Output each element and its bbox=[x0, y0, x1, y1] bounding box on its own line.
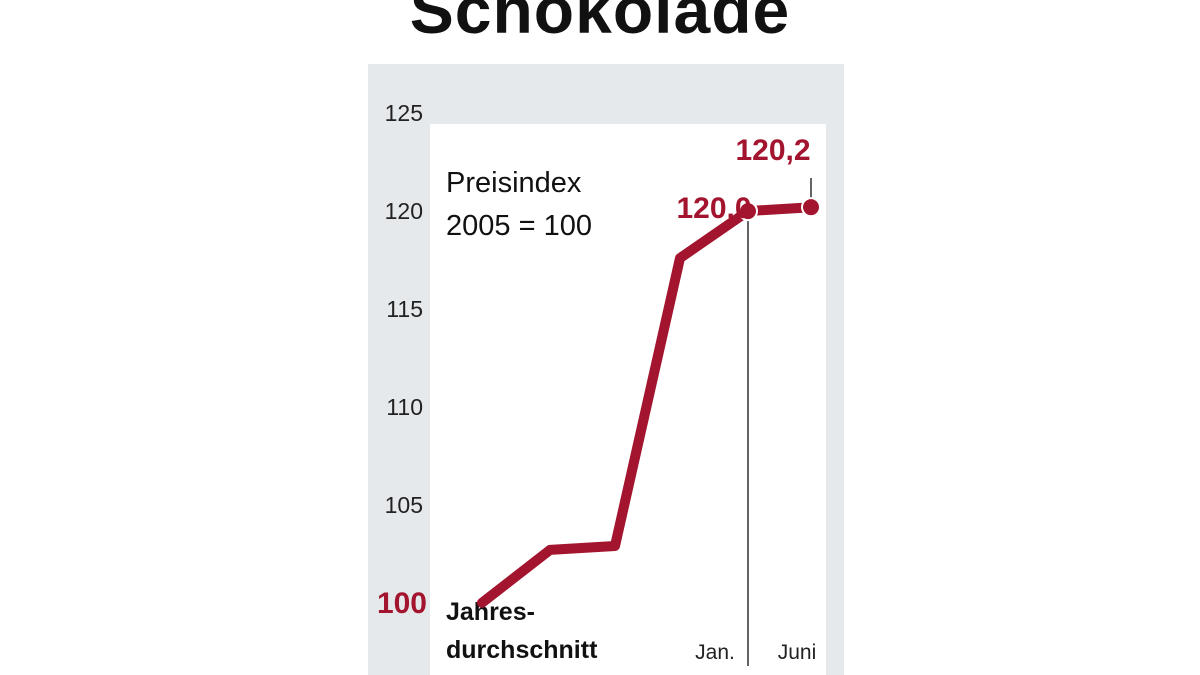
chart-subtitle: Preisindex 2005 = 100 bbox=[446, 167, 592, 242]
data-labels: 120,0 120,2 bbox=[676, 134, 810, 225]
x-category-label: Jahres-durchschnitt bbox=[446, 598, 598, 664]
series-line bbox=[477, 202, 816, 608]
plot-area bbox=[430, 124, 826, 675]
data-label-juni: 120,2 bbox=[735, 134, 810, 167]
subtitle-line: Preisindex bbox=[446, 167, 582, 199]
y-axis-ticks: 105 110 115 120 125 100 bbox=[377, 100, 427, 620]
x-category-label-line: Jahres- bbox=[446, 598, 535, 626]
y-tick-label: 125 bbox=[385, 100, 423, 126]
y-tick-label-highlight: 100 bbox=[377, 587, 427, 620]
data-point-marker bbox=[801, 197, 821, 218]
y-tick-label: 110 bbox=[386, 394, 423, 420]
x-axis-ticks: Jan. Juni bbox=[695, 641, 816, 664]
x-tick-label: Juni bbox=[778, 641, 817, 664]
x-category-label-line: durchschnitt bbox=[446, 636, 598, 664]
chart-title: Schokolade bbox=[409, 0, 791, 47]
y-tick-label: 120 bbox=[385, 198, 423, 224]
y-tick-label: 105 bbox=[385, 492, 423, 518]
x-tick-label: Jan. bbox=[695, 641, 735, 664]
y-tick-label: 115 bbox=[386, 296, 423, 322]
data-point-marker bbox=[738, 201, 758, 222]
series-layer bbox=[477, 197, 821, 608]
subtitle-line: 2005 = 100 bbox=[446, 210, 592, 242]
data-label-jan: 120,0 bbox=[676, 192, 751, 225]
